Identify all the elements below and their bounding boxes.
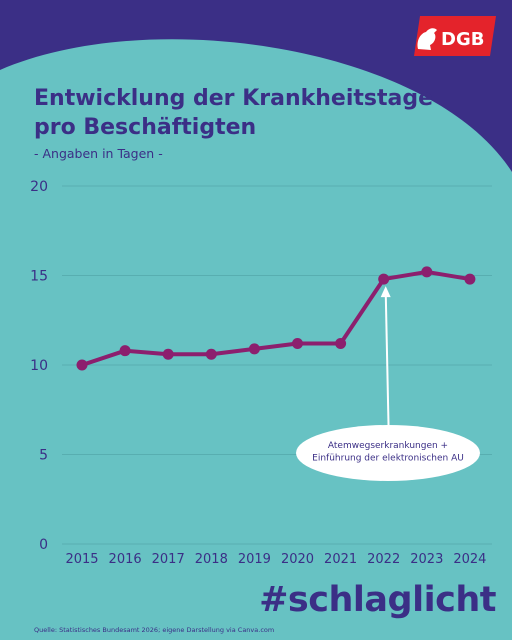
x-tick-label: 2016 bbox=[109, 552, 142, 567]
annotation-arrowhead bbox=[380, 286, 391, 298]
data-point bbox=[162, 348, 174, 360]
data-point bbox=[248, 343, 260, 355]
line-chart: 0 5 10 15 20 2015 2016 2017 2018 2019 2020 2021 202… bbox=[30, 179, 492, 567]
x-tick-label: 2021 bbox=[324, 552, 357, 567]
y-tick-label: 20 bbox=[30, 179, 48, 195]
series bbox=[76, 266, 476, 371]
data-point bbox=[205, 348, 217, 360]
y-tick-label: 10 bbox=[30, 358, 48, 374]
x-tick-label: 2023 bbox=[410, 552, 443, 567]
y-tick-label: 0 bbox=[39, 537, 48, 553]
logo-text: DGB bbox=[441, 29, 484, 50]
data-point bbox=[378, 273, 390, 285]
x-tick-label: 2024 bbox=[453, 552, 486, 567]
x-tick-label: 2020 bbox=[281, 552, 314, 567]
hashtag: #schlaglicht bbox=[259, 580, 496, 620]
series-line bbox=[80, 269, 472, 367]
annotation-arrow bbox=[384, 291, 390, 435]
source-note: Quelle: Statistisches Bundesamt 2026; ei… bbox=[34, 626, 275, 634]
chart-subtitle: - Angaben in Tagen - bbox=[34, 146, 163, 161]
annotation-text: Atemwegserkrankungen + bbox=[328, 441, 448, 451]
data-point bbox=[421, 266, 433, 278]
y-tick-label: 15 bbox=[30, 269, 48, 285]
y-tick-label: 5 bbox=[39, 448, 48, 464]
annotation: Atemwegserkrankungen + Einführung der ele… bbox=[296, 286, 480, 481]
title-line-1: Entwicklung der Krankheitstage bbox=[34, 86, 433, 111]
horse-icon bbox=[417, 28, 437, 50]
data-point bbox=[292, 338, 303, 350]
y-axis: 0 5 10 15 20 bbox=[30, 179, 48, 553]
title-line-2: pro Beschäftigten bbox=[34, 115, 257, 140]
grid bbox=[62, 185, 492, 545]
data-point bbox=[119, 345, 131, 357]
x-tick-label: 2022 bbox=[367, 552, 400, 567]
annotation-bubble bbox=[296, 425, 480, 481]
dgb-logo: DGB bbox=[414, 16, 496, 56]
x-axis: 2015 2016 2017 2018 2019 2020 2021 2022 2023 2024 bbox=[65, 552, 486, 567]
data-point bbox=[76, 359, 88, 371]
x-tick-label: 2019 bbox=[238, 552, 271, 567]
x-tick-label: 2017 bbox=[152, 552, 185, 567]
x-tick-label: 2015 bbox=[65, 552, 98, 567]
page-title: Entwicklung der Krankheitstage pro Besch… bbox=[34, 84, 474, 142]
annotation-text: Einführung der elektronischen AU bbox=[312, 454, 464, 464]
data-point bbox=[335, 338, 347, 350]
x-tick-label: 2018 bbox=[195, 552, 228, 567]
data-point bbox=[464, 273, 476, 285]
